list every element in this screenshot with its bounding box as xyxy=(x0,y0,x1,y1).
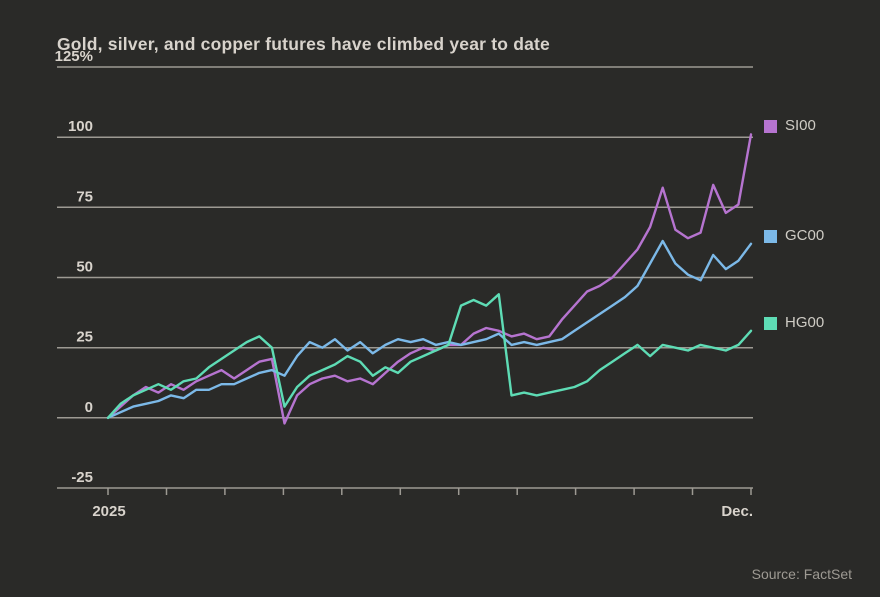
x-axis-end-label: Dec. xyxy=(721,503,753,520)
series-line-hg00 xyxy=(106,293,753,419)
legend-swatch-gc00 xyxy=(764,229,777,243)
y-tick-label-50: 50 xyxy=(76,259,93,276)
source-note: Source: FactSet xyxy=(751,566,852,582)
y-tick-label-125: 125% xyxy=(55,48,93,65)
series-line-gc00 xyxy=(106,239,753,419)
y-tick-label-25: 25 xyxy=(76,329,93,346)
legend-label-si00: SI00 xyxy=(785,117,816,134)
legend-item-si00[interactable]: SI00 xyxy=(764,117,816,135)
legend-item-hg00[interactable]: HG00 xyxy=(764,314,824,332)
y-tick-label-75: 75 xyxy=(76,188,93,205)
y-tick-label-0: 0 xyxy=(85,399,93,416)
legend-item-gc00[interactable]: GC00 xyxy=(764,227,824,245)
chart-title: Gold, silver, and copper futures have cl… xyxy=(57,34,550,54)
y-tick-label--25: -25 xyxy=(71,469,93,486)
legend-swatch-hg00 xyxy=(764,316,777,330)
legend-swatch-si00 xyxy=(764,119,777,133)
series-line-si00 xyxy=(106,133,753,425)
legend-label-hg00: HG00 xyxy=(785,314,825,331)
x-axis-start-label: 2025 xyxy=(92,503,126,520)
y-tick-label-100: 100 xyxy=(68,118,93,135)
legend-label-gc00: GC00 xyxy=(785,227,825,244)
